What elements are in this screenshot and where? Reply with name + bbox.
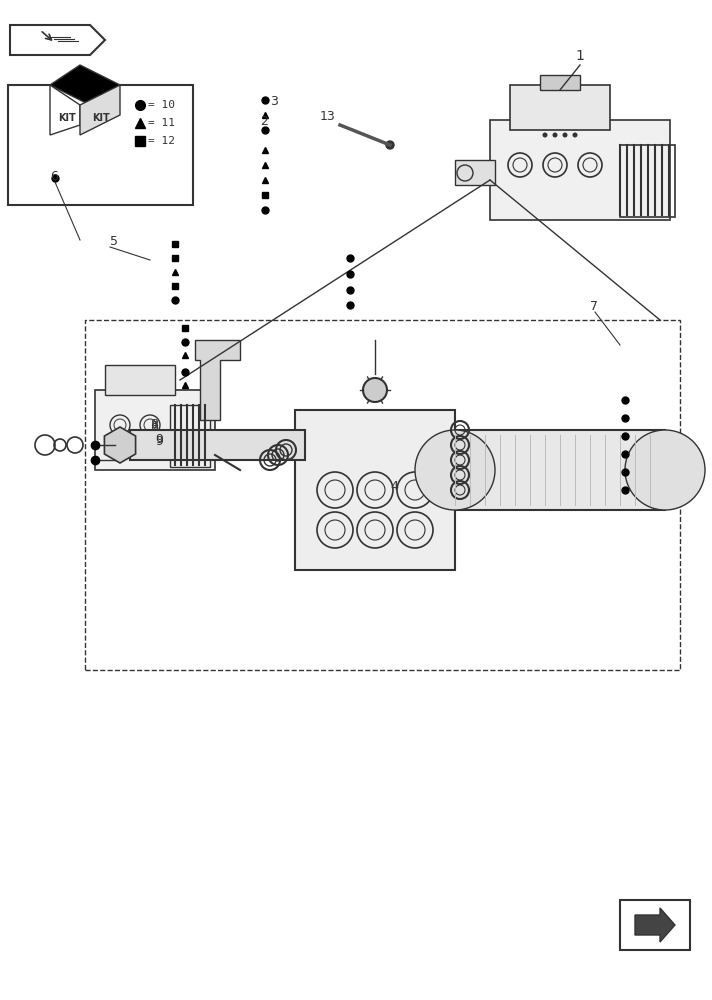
Text: 8: 8 [150,418,158,431]
Circle shape [386,141,394,149]
Bar [95,390,215,470]
Text: 13: 13 [320,110,336,123]
Circle shape [415,430,495,510]
Text: 9: 9 [155,435,163,448]
Text: 1: 1 [575,49,584,63]
Circle shape [625,430,705,510]
Bar [85,320,680,670]
Circle shape [572,132,577,137]
Text: = 12: = 12 [148,136,175,146]
Bar [455,160,495,185]
Bar [620,145,675,217]
Text: = 10: = 10 [148,100,175,110]
Polygon shape [50,65,120,105]
Bar [130,430,305,460]
Text: 9: 9 [155,433,163,446]
Polygon shape [195,340,240,420]
Text: 2: 2 [260,115,268,128]
Text: 5: 5 [110,235,118,248]
Text: 7: 7 [590,300,598,313]
Polygon shape [80,85,120,135]
Text: = 11: = 11 [148,118,175,128]
Bar [540,75,580,90]
Polygon shape [635,908,675,942]
Polygon shape [105,427,135,463]
Text: 4: 4 [390,480,398,493]
Circle shape [562,132,567,137]
Bar [455,430,665,510]
Text: KIT: KIT [92,113,110,123]
Polygon shape [50,85,80,135]
Bar [490,120,670,220]
Bar [105,365,175,395]
Circle shape [363,378,387,402]
Text: 6: 6 [50,170,58,183]
Text: KIT: KIT [58,113,75,123]
Bar [170,405,210,467]
Bar [8,85,193,205]
Bar [510,85,610,130]
Text: 8: 8 [150,420,158,433]
Bar [620,900,690,950]
Circle shape [543,132,548,137]
Circle shape [553,132,557,137]
Bar [295,410,455,570]
Text: 3: 3 [270,95,278,108]
